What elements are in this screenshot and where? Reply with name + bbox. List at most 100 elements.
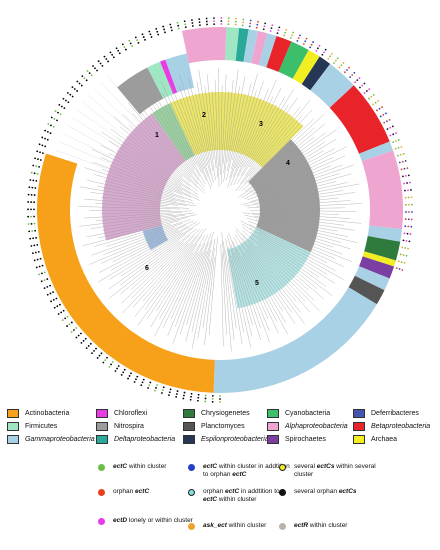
- branch: [259, 148, 336, 189]
- marker-tick: [50, 300, 53, 303]
- ring-segment-spirochaetes: [359, 256, 395, 279]
- marker-tick: [183, 20, 186, 23]
- branch: [251, 136, 315, 186]
- marker-tick: [73, 329, 75, 331]
- marker-tick: [336, 57, 339, 60]
- marker-tick: [123, 368, 126, 371]
- branch: [266, 225, 334, 248]
- marker-tick: [183, 394, 185, 397]
- marker-tick: [30, 208, 32, 211]
- branch: [101, 169, 193, 201]
- branch: [233, 237, 277, 322]
- marker-tick: [321, 53, 324, 56]
- marker-tick: [344, 71, 346, 74]
- marker-tick: [141, 381, 144, 384]
- marker-tick: [32, 164, 35, 167]
- branch: [253, 183, 360, 204]
- branch: [242, 256, 279, 334]
- branch: [211, 90, 219, 178]
- branch: [196, 81, 214, 172]
- branch: [122, 243, 189, 314]
- marker-tick: [408, 240, 411, 243]
- marker-tick: [405, 211, 407, 213]
- marker-tick: [396, 154, 399, 157]
- marker-tick: [401, 246, 404, 249]
- clade-sector-clade2: [102, 113, 186, 241]
- branch: [82, 220, 180, 246]
- marker-tick: [351, 74, 354, 76]
- branch: [179, 97, 209, 178]
- branch: [252, 146, 347, 194]
- branch: [238, 124, 304, 192]
- marker-tick: [292, 31, 295, 34]
- branch: [127, 102, 198, 185]
- branch: [248, 244, 297, 302]
- marker-tick: [333, 62, 335, 64]
- marker-tick: [38, 265, 41, 268]
- marker-tick: [34, 187, 37, 189]
- marker-tick: [92, 65, 94, 67]
- marker-tick: [80, 332, 82, 335]
- branch: [249, 239, 320, 312]
- marker-tick: [93, 349, 95, 352]
- branch: [220, 243, 224, 347]
- marker-tick: [33, 222, 36, 225]
- branch: [226, 93, 246, 181]
- branch: [144, 228, 207, 310]
- branch: [227, 259, 243, 345]
- marker-tick: [404, 218, 407, 220]
- legend-swatch: [96, 434, 108, 444]
- marker-tick: [234, 23, 237, 26]
- marker-tick: [40, 280, 43, 283]
- legend-label: Deferribacteres: [371, 409, 419, 417]
- branch: [143, 90, 195, 170]
- marker-tick: [75, 327, 78, 329]
- marker-dot: [279, 523, 286, 530]
- marker-tick: [33, 172, 36, 175]
- legend-swatch: [96, 408, 108, 418]
- marker-tick: [382, 114, 385, 116]
- branch: [98, 221, 198, 273]
- ring-segment-gammaproteobacteria: [310, 63, 354, 108]
- marker-tick: [348, 66, 350, 69]
- ring-segment-gammaproteobacteria: [359, 141, 394, 162]
- marker-tick: [220, 23, 223, 25]
- marker-tick: [327, 57, 330, 60]
- branch: [179, 74, 207, 166]
- marker-tick: [71, 95, 74, 98]
- branch: [233, 104, 277, 185]
- branch: [241, 127, 315, 192]
- marker-tick: [372, 103, 375, 106]
- marker-tick: [29, 237, 32, 240]
- branch: [223, 241, 235, 340]
- branch: [107, 75, 143, 119]
- marker-tick: [91, 352, 93, 355]
- legend-swatch: [353, 421, 365, 431]
- branch: [238, 129, 337, 198]
- marker-tick: [409, 181, 411, 184]
- marker-tick: [183, 391, 186, 394]
- marker-tick: [137, 41, 140, 44]
- marker-tick: [410, 218, 413, 221]
- marker-tick: [94, 67, 96, 70]
- marker-tick: [191, 19, 193, 21]
- marker-tick: [401, 269, 404, 271]
- marker-tick: [177, 24, 180, 27]
- marker-tick: [81, 75, 84, 78]
- marker-tick: [47, 123, 50, 125]
- branch: [100, 157, 192, 198]
- marker-tick: [66, 315, 69, 318]
- branch: [244, 157, 334, 199]
- legend-label: Archaea: [371, 435, 398, 443]
- marker-tick: [304, 40, 307, 43]
- marker-tick: [400, 145, 403, 148]
- legend-item-firmicutes: Firmicutes: [7, 420, 57, 432]
- marker-tick: [363, 82, 366, 85]
- branch: [164, 104, 197, 166]
- branch: [204, 257, 215, 346]
- marker-tick: [39, 151, 41, 154]
- branch: [90, 192, 187, 206]
- branch: [87, 180, 186, 203]
- legend-swatch: [183, 421, 195, 431]
- marker-tick: [111, 361, 114, 363]
